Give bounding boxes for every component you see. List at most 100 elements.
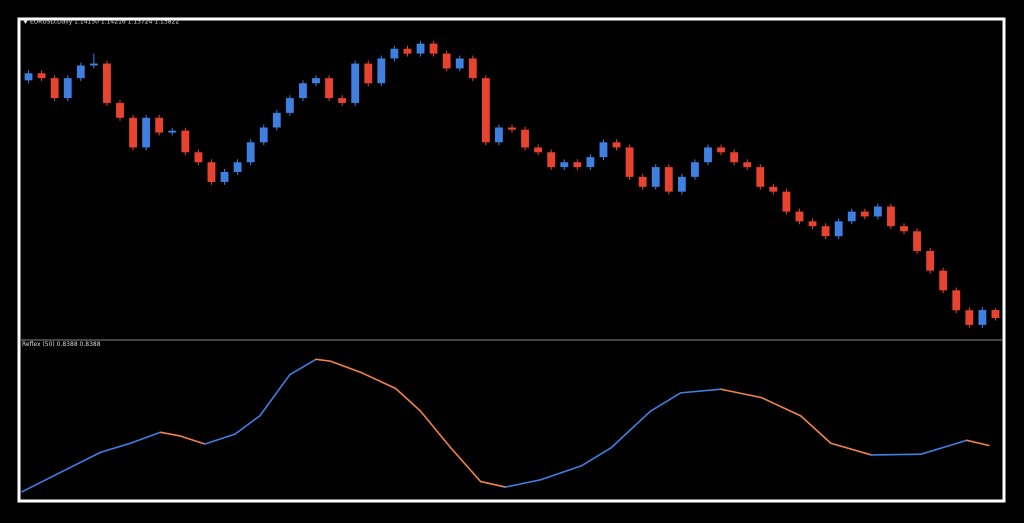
candle-body [377,58,386,84]
candle-body [455,58,464,69]
candle-body [299,83,307,99]
candle-body [939,270,948,291]
candle-body [312,78,320,84]
candle-body [638,176,647,187]
candle-body [599,142,608,158]
candle-body [403,48,412,54]
frame [17,17,1006,503]
candle-body [89,63,98,66]
candle-body [795,211,804,222]
candle-body [612,142,621,148]
candle-body [220,171,229,182]
candle-body [37,73,46,79]
candle-body [285,98,294,113]
reflex-segment [129,431,162,445]
reflex-segment [760,396,802,417]
candle-body [887,206,895,227]
candle-body [76,65,85,79]
candle-body [338,98,347,103]
reflex-segment [479,480,507,488]
candle-body [364,63,373,84]
candle-body [808,221,817,227]
candle-body [834,221,843,237]
candle-body [351,63,360,103]
candle-body [272,112,281,128]
reflex-segment [649,392,682,412]
candle-body [913,231,921,251]
candle-body [926,250,935,271]
reflex-segment [580,446,613,467]
reflex-segment [234,415,261,435]
candle-body [847,211,856,222]
candle-body [978,310,987,325]
candle-body [651,167,660,187]
candle-body [233,162,242,172]
candle-body [664,167,673,192]
candle-body [325,78,333,99]
candle-body [246,142,255,163]
reflex-segment [870,453,922,456]
main-title: EURUSD,Daily 1.14150 1.14216 1.13724 1.1… [30,19,179,26]
candle-body [103,63,111,103]
candle-body [625,147,634,177]
reflex-segment [830,442,873,456]
candle-body [259,127,268,143]
candle-body [129,117,137,148]
candle-body [691,162,699,177]
candle-body [116,102,124,118]
candle-body [390,48,399,59]
candle-body [717,147,725,153]
candle-body [194,152,203,163]
reflex-segment [204,433,236,445]
reflex-segment [720,388,763,399]
candle-body [468,58,477,79]
candle-body [168,130,177,133]
candle-body [952,290,961,311]
candle-body [181,130,190,153]
candle-body [63,78,72,99]
candle-body [508,127,516,130]
reflex-segment [259,373,291,417]
candle-body [860,211,869,217]
candle-body [416,43,425,54]
candle-body [821,226,830,237]
symbol-icon [23,20,28,24]
candle-body [769,186,778,192]
candle-body [756,167,765,187]
reflex-segment [179,435,206,445]
reflex-segment [315,358,332,362]
reflex-segment [394,387,422,412]
reflex-segment [539,465,583,481]
candle-body [573,162,582,168]
candle-body [207,162,216,182]
reflex-segment [504,478,542,488]
candle-body [677,176,686,192]
reflex-segment [799,415,832,445]
candle-body [730,152,739,163]
reflex-segment [449,446,482,483]
reflex-segment [289,358,317,376]
candle-body [24,73,33,81]
reflex-segment [920,439,968,455]
candle-body [155,117,164,133]
reflex-segment [965,439,990,447]
reflex-segment [329,360,363,374]
candle-body [586,157,595,168]
candle-body [50,78,59,99]
candle-body [991,310,1000,319]
reflex-segment [360,372,397,390]
candle-body [782,191,791,212]
reflex-segment [159,431,181,437]
candle-body [965,310,974,325]
reflex-segment [21,477,51,493]
reflex-segment [419,410,452,449]
candle-body [442,53,451,69]
indicator-title: Reflex (50) 0.8388 0.8388 [22,341,101,348]
reflex-segment [48,451,102,479]
candle-body [547,152,556,168]
reflex-segment [610,410,652,449]
candle-body [429,43,438,54]
